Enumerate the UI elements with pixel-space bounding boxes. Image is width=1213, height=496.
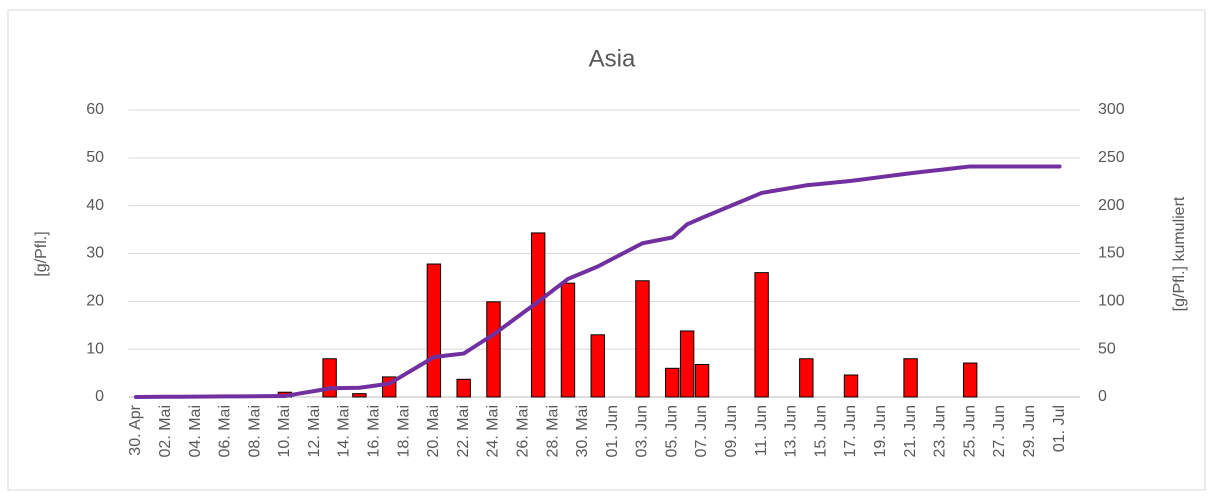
y2-tick-label: 50 [1098,340,1116,357]
x-tick-label: 16. Mai [366,405,383,457]
x-tick-label: 19. Jun [872,405,889,457]
line [133,164,1062,399]
x-tick-label: 26. Mai [514,405,531,457]
bar [635,280,650,398]
y-tick-label: 20 [86,293,104,310]
x-tick-label: 22. Mai [455,405,472,457]
x-tick-label: 04. Mai [187,405,204,457]
x-tick-label: 30. Apr [127,404,144,455]
x-tick-label: 20. Mai [425,405,442,457]
x-tick-label: 03. Jun [634,405,651,457]
x-tick-label: 30. Mai [574,405,591,457]
y-tick-label: 60 [86,101,104,118]
x-tick-label: 01. Jul [1051,405,1068,452]
x-tick-label: 01. Jun [604,405,621,457]
x-tick-label: 17. Jun [842,405,859,457]
x-tick-label: 29. Jun [1021,405,1038,457]
x-tick-label: 10. Mai [276,405,293,457]
y-tick-label: 50 [86,149,104,166]
y-tick-label: 0 [95,388,104,405]
bar [322,358,337,398]
x-tick-label: 07. Jun [693,405,710,457]
bar [843,374,859,398]
x-tick-label: 09. Jun [723,405,740,457]
x-tick-label: 06. Mai [217,405,234,457]
x-tick-label: 25. Jun [961,405,978,457]
y2-tick-label: 0 [1098,388,1107,405]
bar [456,378,471,398]
bar [903,358,918,398]
chart-title: Asia [589,45,636,72]
bar [665,367,680,398]
x-tick-label: 08. Mai [246,405,263,457]
y2-tick-label: 200 [1098,197,1125,214]
y2-axis-label: [g/Pfl.] kumuliert [1171,196,1188,311]
y2-tick-label: 250 [1098,149,1125,166]
bar [352,393,367,398]
y-axis-label: [g/Pfl.] [33,231,50,276]
chart-border [7,9,1206,491]
x-tick-label: 24. Mai [485,405,502,457]
bar [486,301,501,398]
y-tick-label: 30 [86,245,104,262]
x-tick-label: 02. Mai [157,405,174,457]
x-tick-label: 05. Jun [663,405,680,457]
y2-tick-label: 150 [1098,245,1125,262]
bar [590,334,605,398]
bar [694,363,710,398]
x-tick-label: 12. Mai [306,405,323,457]
x-tick-label: 27. Jun [991,405,1008,457]
x-tick-label: 13. Jun [783,405,800,457]
bar [679,330,695,398]
x-tick-label: 15. Jun [812,405,829,457]
x-tick-label: 28. Mai [544,405,561,457]
bar [799,358,814,398]
y2-tick-label: 300 [1098,101,1125,118]
x-tick-label: 11. Jun [753,405,770,456]
bar [530,232,546,398]
bar [962,362,978,398]
bar [560,282,576,398]
bar [754,272,769,398]
x-tick-label: 23. Jun [932,405,949,457]
x-tick-label: 18. Mai [395,405,412,457]
y2-tick-label: 100 [1098,293,1125,310]
x-tick-label: 21. Jun [902,405,919,457]
bar [426,263,442,398]
y-tick-label: 40 [86,197,104,214]
y-tick-label: 10 [86,340,104,357]
x-tick-label: 14. Mai [336,405,353,457]
